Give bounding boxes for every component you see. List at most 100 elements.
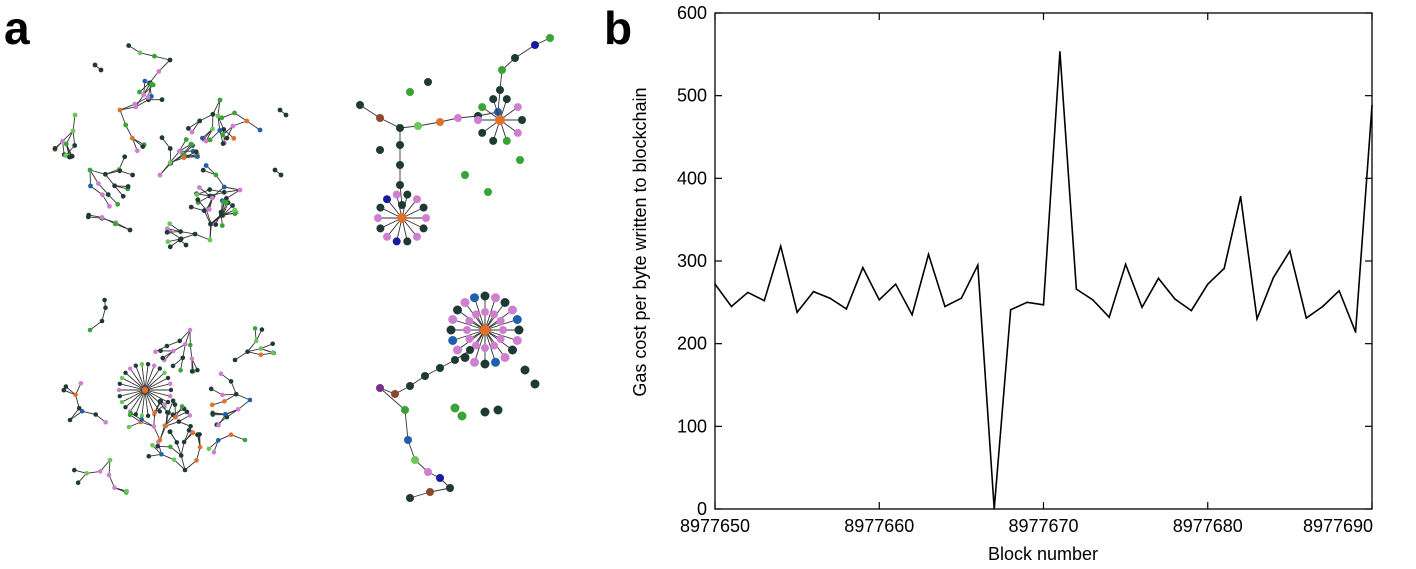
graph-edge — [222, 393, 237, 396]
data-point — [812, 290, 815, 293]
graph-node — [247, 397, 253, 403]
graph-edge — [215, 174, 225, 188]
graph-node — [68, 154, 74, 160]
graph-edge — [75, 394, 80, 409]
graph-node — [137, 89, 142, 95]
graph-edge — [176, 442, 182, 456]
graph-edge — [279, 109, 287, 116]
data-point — [1157, 277, 1160, 280]
graph-node — [165, 399, 171, 405]
graph-node — [117, 107, 123, 113]
graph-edge — [144, 389, 169, 403]
graph-node — [392, 237, 401, 246]
graph-node — [406, 494, 414, 502]
graph-node — [93, 412, 98, 417]
graph-node — [419, 203, 428, 212]
graph-node — [446, 325, 456, 335]
graph-node — [63, 153, 68, 158]
graph-node — [78, 381, 84, 386]
graph-edge — [144, 389, 171, 397]
y-tick-label: 100 — [677, 416, 707, 436]
graph-node — [508, 305, 517, 315]
graph-node — [98, 469, 103, 474]
graph-node — [174, 440, 180, 445]
graph-node — [436, 474, 444, 482]
graph-node — [481, 344, 489, 352]
graph-edge — [89, 169, 106, 175]
data-point — [977, 264, 979, 266]
y-axis: 0 100 200 300 400 500 600 — [677, 3, 1372, 519]
graph-node — [233, 391, 239, 397]
graph-node — [160, 355, 165, 361]
graph-edge — [144, 364, 149, 391]
graph-node — [237, 187, 243, 193]
graph-node — [87, 327, 93, 333]
graph-node — [496, 86, 504, 94]
graph-edge — [121, 377, 146, 391]
y-tick-label: 0 — [697, 499, 707, 519]
graph-node — [195, 197, 201, 203]
graph-node — [203, 163, 209, 168]
graph-edge — [89, 320, 103, 331]
graph-node — [376, 146, 384, 154]
graph-node — [168, 381, 173, 386]
graph-node — [178, 453, 184, 458]
graph-edge — [246, 120, 261, 131]
graph-node — [187, 413, 193, 418]
graph-node — [167, 57, 173, 63]
graph-node — [122, 154, 128, 160]
graph-top-right — [356, 34, 554, 246]
network-graphs-image — [52, 34, 554, 502]
graph-edge — [212, 99, 221, 115]
graph-node — [356, 101, 364, 109]
graph-node — [167, 221, 173, 227]
graph-node — [206, 446, 212, 452]
graph-edge — [121, 389, 146, 403]
graph-node — [150, 443, 155, 448]
graph-edge — [94, 64, 102, 71]
graph-node — [186, 125, 191, 131]
graph-node — [132, 101, 138, 107]
graph-node — [466, 346, 474, 354]
graph-node — [217, 97, 223, 103]
graph-node — [232, 211, 238, 217]
graph-node — [107, 203, 112, 209]
graph-node — [146, 454, 152, 459]
graph-node — [244, 118, 250, 124]
data-point — [862, 266, 864, 269]
graph-node — [259, 327, 265, 332]
graph-node — [403, 190, 412, 199]
data-point — [730, 305, 733, 308]
graph-edge — [119, 109, 127, 126]
graph-node — [181, 155, 187, 161]
gas-cost-series-line — [714, 51, 1373, 510]
graph-node — [117, 168, 123, 174]
graph-edge — [135, 365, 146, 391]
graph-edge — [141, 419, 155, 427]
graph-edge — [161, 453, 175, 461]
data-point — [960, 297, 963, 300]
graph-node — [168, 444, 173, 450]
graph-edge — [144, 389, 149, 416]
graph-node — [512, 315, 522, 324]
graph-node — [178, 368, 183, 373]
data-point — [1305, 317, 1308, 319]
graph-edge — [203, 210, 211, 225]
data-point — [1256, 318, 1258, 320]
graph-edge — [141, 364, 146, 391]
graph-node — [270, 341, 276, 347]
y-tick-label: 200 — [677, 334, 707, 354]
graph-node — [446, 484, 454, 492]
graph-edge — [234, 351, 248, 361]
graph-node — [223, 200, 229, 205]
data-point — [747, 291, 749, 294]
graph-node — [164, 343, 170, 349]
graph-node — [184, 409, 190, 415]
panel-b-label: b — [604, 2, 632, 54]
graph-edge — [125, 372, 146, 391]
graph-node — [79, 409, 85, 414]
graph-node — [472, 341, 480, 350]
graph-node — [72, 112, 78, 118]
x-axis: 8977650 8977660 8977670 8977680 8977690 — [680, 13, 1373, 536]
